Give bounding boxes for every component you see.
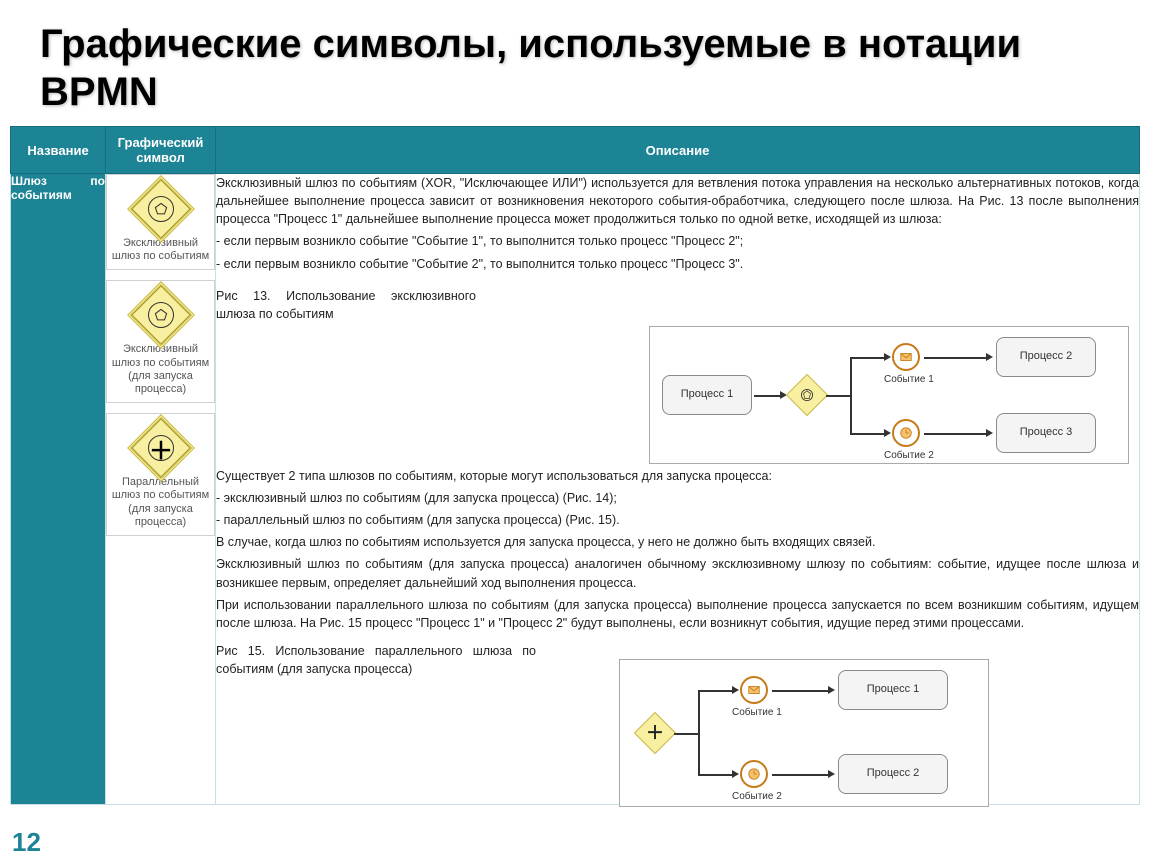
gateway-diamond-icon xyxy=(127,281,195,349)
desc-paragraph: Эксклюзивный шлюз по событиям (XOR, "Иск… xyxy=(216,174,1139,228)
row-name: Шлюз по событиям xyxy=(11,174,106,805)
slide-title: Графические символы, используемые в нота… xyxy=(0,0,1150,126)
page-number: 12 xyxy=(12,827,41,858)
gateway-diamond-icon: ＋ xyxy=(127,414,195,482)
table-row: Шлюз по событиям Эксклюзивный шлюз по со… xyxy=(11,174,1140,805)
proc-box: Процесс 2 xyxy=(838,754,948,794)
symbol-caption: Эксклюзивный шлюз по событиям (для запус… xyxy=(109,343,212,396)
parallel-gateway-icon: ＋ xyxy=(634,712,676,754)
event-label: Событие 2 xyxy=(884,449,934,464)
desc-paragraph: В случае, когда шлюз по событиям использ… xyxy=(216,533,1139,551)
event-timer-icon xyxy=(892,419,920,447)
symbol-caption: Параллельный шлюз по событиям (для запус… xyxy=(109,476,212,529)
symbol-parallel-start-gateway: ＋ Параллельный шлюз по событиям (для зап… xyxy=(106,413,215,536)
figure-caption-13: Рис 13. Использование эксклюзивного шлюз… xyxy=(216,287,476,323)
desc-bullet: - если первым возникло событие "Событие … xyxy=(216,255,1139,273)
proc-box: Процесс 2 xyxy=(996,337,1096,377)
th-name: Название xyxy=(11,127,106,174)
symbol-exclusive-gateway: Эксклюзивный шлюз по событиям xyxy=(106,174,215,270)
desc-bullet: - эксклюзивный шлюз по событиям (для зап… xyxy=(216,489,1139,507)
figure-caption-15: Рис 15. Использование параллельного шлюз… xyxy=(216,642,536,678)
pentagon-icon xyxy=(154,308,168,322)
desc-bullet: - параллельный шлюз по событиям (для зап… xyxy=(216,511,1139,529)
pentagon-icon xyxy=(154,202,168,216)
symbols-table: Название Графический символ Описание Шлю… xyxy=(10,126,1140,805)
symbol-cell: Эксклюзивный шлюз по событиям Эксклюзивн… xyxy=(106,174,216,805)
desc-paragraph: Существует 2 типа шлюзов по событиям, ко… xyxy=(216,467,1139,485)
th-symbol: Графический символ xyxy=(106,127,216,174)
diagram-15: ＋ Событие 1 Событие 2 xyxy=(619,659,989,807)
plus-icon: ＋ xyxy=(149,431,173,466)
event-label: Событие 1 xyxy=(732,706,782,721)
event-message-icon xyxy=(892,343,920,371)
proc-box: Процесс 3 xyxy=(996,413,1096,453)
event-timer-icon xyxy=(740,760,768,788)
proc-box: Процесс 1 xyxy=(662,375,752,415)
desc-paragraph: При использовании параллельного шлюза по… xyxy=(216,596,1139,632)
event-label: Событие 2 xyxy=(732,790,782,805)
symbol-exclusive-start-gateway: Эксклюзивный шлюз по событиям (для запус… xyxy=(106,280,215,403)
desc-paragraph: Эксклюзивный шлюз по событиям (для запус… xyxy=(216,555,1139,591)
desc-bullet: - если первым возникло событие "Событие … xyxy=(216,232,1139,250)
diagram-13: Процесс 1 xyxy=(649,326,1129,464)
th-desc: Описание xyxy=(216,127,1140,174)
description-cell: Эксклюзивный шлюз по событиям (XOR, "Иск… xyxy=(216,174,1140,805)
proc-box: Процесс 1 xyxy=(838,670,948,710)
gateway-icon xyxy=(786,374,828,416)
event-message-icon xyxy=(740,676,768,704)
gateway-diamond-icon xyxy=(127,175,195,243)
event-label: Событие 1 xyxy=(884,373,934,388)
